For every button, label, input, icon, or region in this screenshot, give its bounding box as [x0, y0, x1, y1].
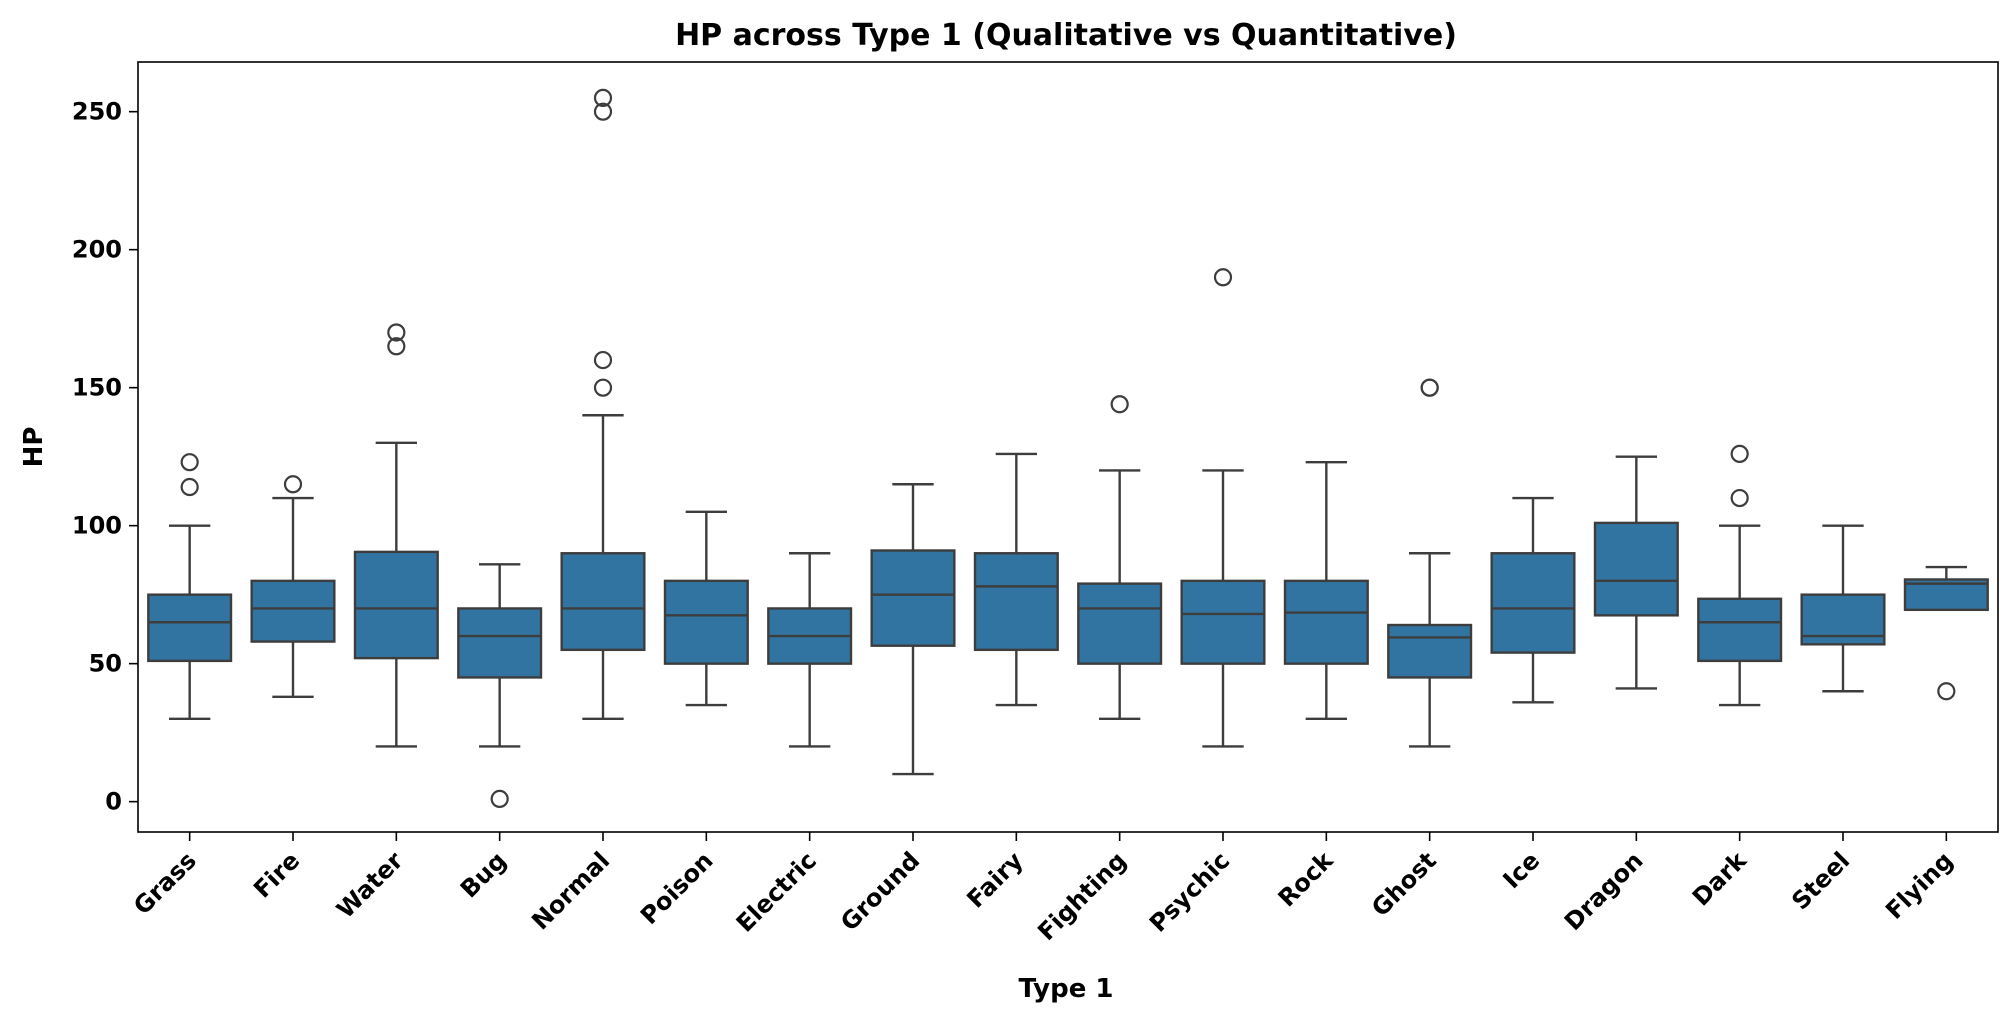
x-tick-label: Psychic: [1144, 846, 1235, 937]
box-bug: [457, 563, 543, 808]
box-steel: [1800, 524, 1886, 693]
iqr-box: [560, 552, 646, 652]
box-normal: [560, 88, 646, 721]
y-tick-label: 150: [72, 374, 122, 402]
plot-area: [147, 88, 1989, 808]
iqr-box: [973, 552, 1059, 652]
box-dark: [1697, 444, 1783, 707]
outlier-point: [593, 350, 613, 370]
outlier-point: [490, 789, 509, 808]
iqr-box: [353, 550, 439, 660]
iqr-box: [1490, 552, 1576, 654]
outlier-point: [1730, 488, 1749, 508]
outlier-point: [1730, 444, 1749, 463]
outlier-point: [593, 102, 613, 121]
box-water: [353, 323, 439, 748]
outlier-point: [283, 475, 303, 494]
x-tick-label: Poison: [635, 846, 719, 930]
x-tick-label: Water: [331, 846, 408, 923]
y-tick-label: 50: [89, 650, 122, 678]
box-poison: [663, 510, 749, 707]
axes-frame: [137, 61, 1999, 833]
x-tick-label: Steel: [1786, 846, 1855, 915]
iqr-box: [1283, 579, 1369, 665]
box-ground: [870, 483, 956, 776]
iqr-box: [147, 593, 233, 663]
outlier-point: [180, 453, 199, 472]
box-flying: [1903, 565, 1989, 701]
x-tick-label: Electric: [731, 846, 822, 937]
x-axis-label: Type 1: [1019, 974, 1114, 1004]
y-tick-label: 250: [72, 98, 122, 126]
box-ghost: [1387, 378, 1473, 748]
x-tick-label: Dark: [1687, 846, 1753, 912]
outlier-point: [1213, 268, 1233, 287]
box-fighting: [1077, 395, 1163, 721]
y-tick-label: 0: [105, 788, 122, 816]
outlier-point: [593, 88, 613, 107]
outlier-point: [1420, 378, 1439, 397]
iqr-box: [1180, 579, 1266, 665]
box-rock: [1283, 460, 1369, 721]
x-tick-label: Fairy: [961, 846, 1028, 913]
outlier-point: [1110, 395, 1129, 414]
outlier-point: [180, 477, 199, 497]
y-axis-label: HP: [19, 427, 49, 468]
outlier-point: [387, 337, 406, 356]
outlier-point: [387, 323, 406, 342]
x-tick-label: Fighting: [1032, 846, 1132, 946]
outlier-point: [1937, 682, 1956, 701]
iqr-box: [250, 579, 336, 643]
x-tick-label: Ground: [835, 846, 925, 936]
y-tick-label: 100: [72, 512, 122, 540]
outlier-point: [593, 378, 613, 397]
box-grass: [147, 453, 233, 721]
iqr-box: [870, 549, 956, 647]
box-ice: [1490, 496, 1576, 704]
x-tick-label: Bug: [455, 846, 512, 903]
iqr-box: [1593, 521, 1679, 617]
box-electric: [767, 552, 853, 748]
chart-title: HP across Type 1 (Qualitative vs Quantit…: [675, 18, 1457, 53]
y-tick-label: 200: [72, 236, 122, 264]
iqr-box: [1697, 597, 1783, 663]
box-fire: [250, 475, 336, 698]
x-tick-label: Fire: [248, 846, 305, 903]
iqr-box: [663, 579, 749, 665]
x-tick-label: Normal: [526, 846, 615, 935]
x-tick-label: Flying: [1880, 846, 1958, 924]
iqr-box: [1077, 582, 1163, 665]
x-tick-label: Ghost: [1366, 846, 1442, 922]
iqr-box: [1387, 623, 1473, 679]
x-tick-label: Grass: [128, 846, 202, 920]
x-tick-label: Dragon: [1559, 846, 1649, 936]
box-fairy: [973, 452, 1059, 707]
iqr-box: [457, 607, 543, 679]
box-psychic: [1180, 268, 1266, 748]
x-tick-label: Rock: [1273, 846, 1340, 913]
box-dragon: [1593, 455, 1679, 690]
x-tick-label: Ice: [1498, 846, 1546, 894]
